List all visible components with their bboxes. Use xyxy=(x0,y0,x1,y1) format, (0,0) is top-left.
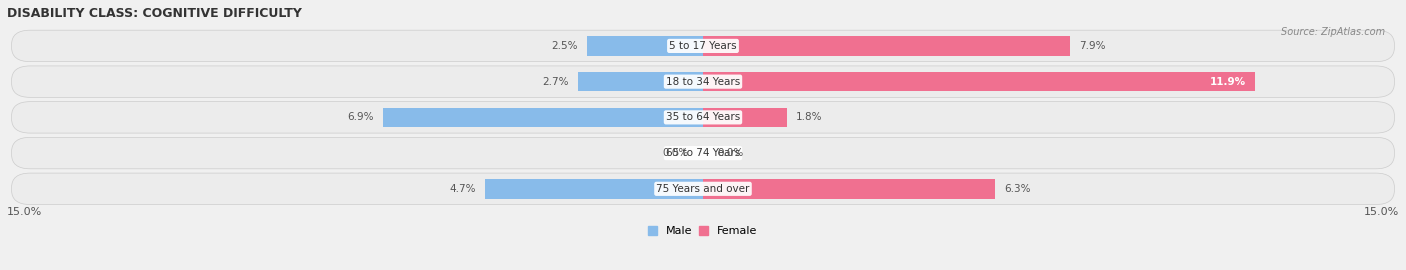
FancyBboxPatch shape xyxy=(11,30,1395,62)
Text: 75 Years and over: 75 Years and over xyxy=(657,184,749,194)
FancyBboxPatch shape xyxy=(11,66,1395,97)
Text: 15.0%: 15.0% xyxy=(7,207,42,217)
Bar xyxy=(578,72,703,92)
Text: 6.9%: 6.9% xyxy=(347,112,374,122)
FancyBboxPatch shape xyxy=(11,173,1395,205)
Text: 2.7%: 2.7% xyxy=(541,77,568,87)
Text: 7.9%: 7.9% xyxy=(1078,41,1105,51)
Bar xyxy=(703,179,995,199)
Text: 18 to 34 Years: 18 to 34 Years xyxy=(666,77,740,87)
Text: 6.3%: 6.3% xyxy=(1005,184,1031,194)
Text: 11.9%: 11.9% xyxy=(1209,77,1246,87)
Bar xyxy=(703,72,1256,92)
Text: 1.8%: 1.8% xyxy=(796,112,823,122)
Bar xyxy=(703,36,1070,56)
Bar xyxy=(703,107,786,127)
Bar xyxy=(586,36,703,56)
Text: 5 to 17 Years: 5 to 17 Years xyxy=(669,41,737,51)
Text: 2.5%: 2.5% xyxy=(551,41,578,51)
Legend: Male, Female: Male, Female xyxy=(644,221,762,240)
Text: 15.0%: 15.0% xyxy=(1364,207,1399,217)
FancyBboxPatch shape xyxy=(11,137,1395,169)
Text: 65 to 74 Years: 65 to 74 Years xyxy=(666,148,740,158)
Text: 0.0%: 0.0% xyxy=(717,148,744,158)
Text: Source: ZipAtlas.com: Source: ZipAtlas.com xyxy=(1281,27,1385,37)
Bar xyxy=(382,107,703,127)
Text: 4.7%: 4.7% xyxy=(449,184,475,194)
Text: DISABILITY CLASS: COGNITIVE DIFFICULTY: DISABILITY CLASS: COGNITIVE DIFFICULTY xyxy=(7,7,302,20)
Text: 35 to 64 Years: 35 to 64 Years xyxy=(666,112,740,122)
FancyBboxPatch shape xyxy=(11,102,1395,133)
Text: 0.0%: 0.0% xyxy=(662,148,689,158)
Bar xyxy=(485,179,703,199)
